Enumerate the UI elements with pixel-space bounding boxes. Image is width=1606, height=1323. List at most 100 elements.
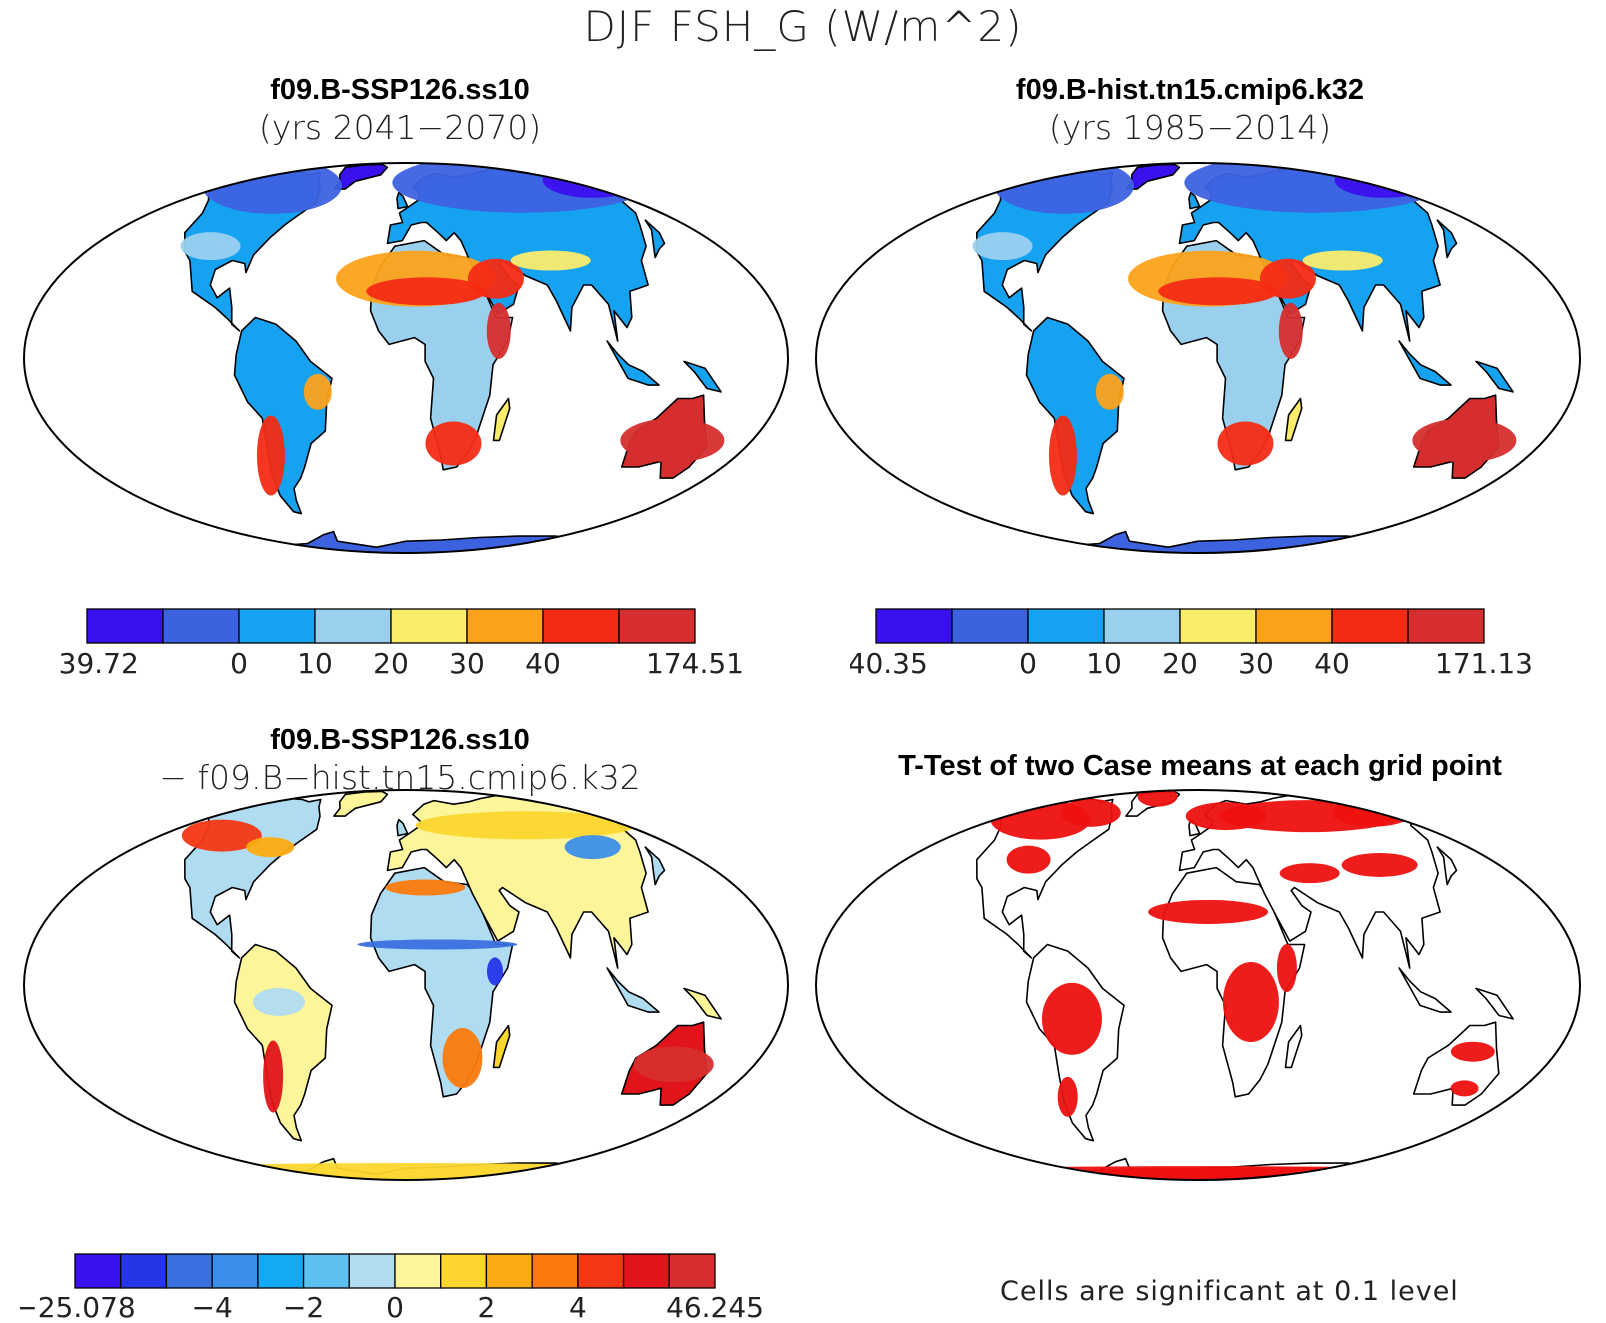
cb3-swatch-5 [302, 1253, 350, 1289]
land-new-guinea [683, 360, 722, 393]
cb1-tick-label-5: 40 [525, 647, 561, 680]
significant-cells-6 [1332, 798, 1413, 827]
cb2-swatch-3 [1103, 608, 1181, 644]
cb3-tick-label-5: 4 [569, 1291, 587, 1323]
map-case1 [23, 162, 789, 554]
cb3-swatch-9 [485, 1253, 533, 1289]
field-sahel-hot [366, 277, 487, 306]
significant-cells-1 [1060, 798, 1121, 827]
field-arabia-hot [467, 258, 524, 299]
field-us-southwest [972, 232, 1033, 261]
cb3-swatch-8 [440, 1253, 488, 1289]
significant-cells-11 [1222, 961, 1279, 1042]
significant-cells-13 [1057, 1076, 1078, 1117]
land-greenland [1125, 163, 1181, 190]
land-madagascar [492, 1024, 511, 1069]
cb2-tick-label-3: 20 [1162, 647, 1198, 680]
cb2-tick-label-1: 0 [1019, 647, 1037, 680]
cb3-tick-label-6: 46.245 [666, 1291, 764, 1323]
field-mongolia-cool [564, 835, 621, 860]
cb3-swatch-0 [74, 1253, 122, 1289]
cb1-swatch-3 [314, 608, 392, 644]
cb3-tick-label-2: −2 [283, 1291, 324, 1323]
colorbar-case2: −40.35 0 10 20 30 40 171.13 [850, 608, 1533, 680]
cb3-tick-label-3: 0 [386, 1291, 404, 1323]
cb2-swatch-5 [1255, 608, 1333, 644]
significant-cells-14 [1450, 1041, 1495, 1062]
cb1-swatch-6 [542, 608, 620, 644]
field-andes-hot [1048, 415, 1077, 496]
land-japan [1436, 219, 1458, 259]
land-new-guinea [683, 987, 722, 1020]
significant-cells-12 [1041, 982, 1102, 1055]
land-madagascar [492, 397, 511, 442]
cb3-swatch-1 [120, 1253, 168, 1289]
cb1-swatch-7 [618, 608, 696, 644]
cb1-swatch-1 [162, 608, 240, 644]
significant-cells-15 [1450, 1080, 1479, 1097]
land-britain [396, 818, 409, 837]
cb3-swatch-6 [348, 1253, 396, 1289]
field-na-east-warm [246, 837, 295, 858]
map-frame [815, 789, 1581, 1181]
cb2-swatch-2 [1027, 608, 1105, 644]
panel-title-ttest: T-Test of two Case means at each grid po… [830, 748, 1570, 784]
panel-case1-name: f09.B-SSP126.ss10 [270, 74, 530, 106]
land-madagascar [1284, 397, 1303, 442]
cb2-swatch-7 [1407, 608, 1485, 644]
cb3-swatch-3 [211, 1253, 259, 1289]
land-indonesia [1398, 967, 1452, 1013]
land-madagascar [1284, 1024, 1303, 1069]
cb1-tick-label-6: 174.51 [646, 647, 744, 680]
cb2-swatch-4 [1179, 608, 1257, 644]
significant-cells-2 [1006, 845, 1051, 874]
land-greenland [333, 163, 389, 190]
cb3-swatch-4 [257, 1253, 305, 1289]
field-horn-africa [1278, 302, 1303, 359]
significance-note: Cells are significant at 0.1 level [1000, 1276, 1459, 1307]
land-japan [644, 846, 666, 886]
cb3-tick-label-1: −4 [192, 1291, 233, 1323]
land-britain [1188, 191, 1201, 210]
field-south-africa [1217, 421, 1274, 466]
land-new-guinea [1475, 360, 1514, 393]
cb3-swatch-11 [577, 1253, 625, 1289]
land-south-america [1025, 316, 1125, 515]
significant-cells-10 [1276, 944, 1297, 993]
cb1-swatch-0 [86, 608, 164, 644]
land-indonesia [606, 340, 660, 386]
panel-title-difference: f09.B-SSP126.ss10 − f09.B−hist.tn15.cmip… [60, 722, 740, 798]
field-amazon-light [252, 987, 305, 1016]
field-south-africa [425, 421, 482, 466]
map-difference [23, 789, 789, 1181]
cb1-swatch-4 [390, 608, 468, 644]
panel-case2-years: (yrs 1985−2014) [1048, 108, 1332, 147]
map-frame [815, 162, 1581, 554]
land-greenland [333, 790, 389, 817]
cb1-tick-label-4: 30 [449, 647, 485, 680]
cb1-tick-label-1: 0 [230, 647, 248, 680]
cb1-tick-label-0: −39.72 [60, 647, 139, 680]
map-frame [23, 162, 789, 554]
field-horn-africa [486, 302, 511, 359]
field-horn-cool [486, 957, 503, 986]
colorbar-case1: −39.72 0 10 20 30 40 174.51 [60, 608, 744, 680]
significant-cells-9 [1148, 899, 1269, 924]
cb3-swatch-13 [668, 1253, 716, 1289]
map-case2 [815, 162, 1581, 554]
map-frame [23, 789, 789, 1181]
map-ttest [815, 789, 1581, 1181]
significant-cells-18 [1159, 1167, 1400, 1180]
cb2-swatch-0 [875, 608, 953, 644]
cb2-tick-label-5: 40 [1314, 647, 1350, 680]
field-australia-hot [1412, 418, 1517, 463]
field-sahel-hot [1158, 277, 1279, 306]
panel-diff-case-a: f09.B-SSP126.ss10 [270, 724, 530, 756]
field-south-africa-warm [442, 1028, 483, 1089]
cb3-tick-label-0: −25.078 [20, 1291, 136, 1323]
field-brazil-warm [1095, 373, 1124, 410]
field-north-africa-warm [385, 879, 466, 896]
cb2-tick-label-4: 30 [1238, 647, 1274, 680]
field-india-warm [1302, 250, 1383, 271]
land-new-guinea [1475, 987, 1514, 1020]
